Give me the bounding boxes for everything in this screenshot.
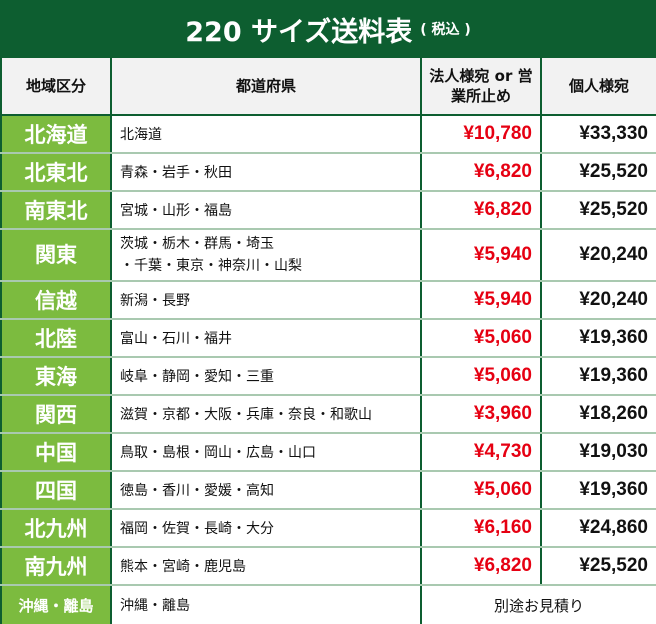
- table-row: 四国 徳島・香川・愛媛・高知 ¥5,060 ¥19,360: [0, 471, 656, 510]
- prefectures-text: 富山・石川・福井: [120, 331, 232, 347]
- region-cell: 四国: [0, 471, 112, 510]
- region-cell: 北海道: [0, 115, 112, 154]
- region-cell: 北九州: [0, 509, 112, 548]
- corporate-price: ¥6,820: [420, 547, 542, 586]
- region-cell: 東海: [0, 357, 112, 396]
- table-row: 中国 鳥取・島根・岡山・広島・山口 ¥4,730 ¥19,030: [0, 433, 656, 472]
- corporate-price: ¥3,960: [420, 395, 542, 434]
- prefectures-cell: 滋賀・京都・大阪・兵庫・奈良・和歌山: [110, 395, 422, 434]
- table-row: 関東 茨城・栃木・群馬・埼玉・千葉・東京・神奈川・山梨 ¥5,940 ¥20,2…: [0, 229, 656, 282]
- table-row: 北陸 富山・石川・福井 ¥5,060 ¥19,360: [0, 319, 656, 358]
- personal-price: ¥19,360: [540, 357, 656, 396]
- region-cell: 信越: [0, 281, 112, 320]
- region-cell: 沖縄・離島: [0, 585, 112, 624]
- title-tax-note: ( 税込 ): [420, 22, 471, 38]
- prefectures-cell: 富山・石川・福井: [110, 319, 422, 358]
- corporate-price: ¥5,060: [420, 357, 542, 396]
- prefectures-text: 北海道: [120, 127, 162, 143]
- table-row: 南東北 宮城・山形・福島 ¥6,820 ¥25,520: [0, 191, 656, 230]
- prefectures-text-2: ・千葉・東京・神奈川・山梨: [120, 258, 302, 274]
- table-row: 信越 新潟・長野 ¥5,940 ¥20,240: [0, 281, 656, 320]
- prefectures-text: 徳島・香川・愛媛・高知: [120, 483, 274, 499]
- table-row: 東海 岐阜・静岡・愛知・三重 ¥5,060 ¥19,360: [0, 357, 656, 396]
- region-cell: 北陸: [0, 319, 112, 358]
- personal-price: ¥24,860: [540, 509, 656, 548]
- corporate-price: ¥5,940: [420, 229, 542, 282]
- personal-price: ¥25,520: [540, 153, 656, 192]
- personal-price: ¥19,360: [540, 319, 656, 358]
- personal-price: ¥25,520: [540, 191, 656, 230]
- prefectures-text: 新潟・長野: [120, 293, 190, 309]
- prefectures-cell: 徳島・香川・愛媛・高知: [110, 471, 422, 510]
- prefectures-cell: 宮城・山形・福島: [110, 191, 422, 230]
- quote-note: 別途お見積り: [420, 585, 656, 624]
- table-row: 南九州 熊本・宮崎・鹿児島 ¥6,820 ¥25,520: [0, 547, 656, 586]
- prefectures-text: 鳥取・島根・岡山・広島・山口: [120, 445, 316, 461]
- prefectures-cell: 鳥取・島根・岡山・広島・山口: [110, 433, 422, 472]
- corporate-price: ¥6,820: [420, 191, 542, 230]
- region-cell: 南東北: [0, 191, 112, 230]
- prefectures-text: 青森・岩手・秋田: [120, 165, 232, 181]
- prefectures-text: 福岡・佐賀・長崎・大分: [120, 521, 274, 537]
- header-prefectures: 都道府県: [110, 58, 422, 116]
- prefectures-cell: 岐阜・静岡・愛知・三重: [110, 357, 422, 396]
- region-cell: 北東北: [0, 153, 112, 192]
- table-row: 北東北 青森・岩手・秋田 ¥6,820 ¥25,520: [0, 153, 656, 192]
- prefectures-cell: 熊本・宮崎・鹿児島: [110, 547, 422, 586]
- prefectures-text: 岐阜・静岡・愛知・三重: [120, 369, 274, 385]
- personal-price: ¥33,330: [540, 115, 656, 154]
- prefectures-text: 茨城・栃木・群馬・埼玉: [120, 236, 274, 252]
- prefectures-text: 熊本・宮崎・鹿児島: [120, 559, 246, 575]
- shipping-rate-table: 地域区分 都道府県 法人様宛 or 営業所止め 個人様宛 北海道 北海道 ¥10…: [0, 58, 656, 624]
- corporate-price: ¥4,730: [420, 433, 542, 472]
- table-title: 220 サイズ送料表 ( 税込 ): [0, 0, 656, 58]
- table-row-okinawa: 沖縄・離島 沖縄・離島 別途お見積り: [0, 585, 656, 624]
- region-cell: 南九州: [0, 547, 112, 586]
- prefectures-cell: 新潟・長野: [110, 281, 422, 320]
- personal-price: ¥20,240: [540, 281, 656, 320]
- title-main: 220 サイズ送料表: [185, 16, 413, 48]
- header-personal: 個人様宛: [540, 58, 656, 116]
- region-cell: 関西: [0, 395, 112, 434]
- personal-price: ¥25,520: [540, 547, 656, 586]
- corporate-price: ¥5,060: [420, 319, 542, 358]
- corporate-price: ¥5,060: [420, 471, 542, 510]
- header-corporate: 法人様宛 or 営業所止め: [420, 58, 542, 116]
- corporate-price: ¥5,940: [420, 281, 542, 320]
- header-row: 地域区分 都道府県 法人様宛 or 営業所止め 個人様宛: [0, 58, 656, 116]
- personal-price: ¥19,030: [540, 433, 656, 472]
- region-cell: 関東: [0, 229, 112, 282]
- personal-price: ¥19,360: [540, 471, 656, 510]
- corporate-price: ¥6,820: [420, 153, 542, 192]
- table-row: 北海道 北海道 ¥10,780 ¥33,330: [0, 115, 656, 154]
- prefectures-cell: 青森・岩手・秋田: [110, 153, 422, 192]
- header-region: 地域区分: [0, 58, 112, 116]
- prefectures-text: 滋賀・京都・大阪・兵庫・奈良・和歌山: [120, 407, 372, 423]
- prefectures-cell: 沖縄・離島: [110, 585, 422, 624]
- region-cell: 中国: [0, 433, 112, 472]
- prefectures-cell: 北海道: [110, 115, 422, 154]
- table-row: 北九州 福岡・佐賀・長崎・大分 ¥6,160 ¥24,860: [0, 509, 656, 548]
- personal-price: ¥18,260: [540, 395, 656, 434]
- personal-price: ¥20,240: [540, 229, 656, 282]
- prefectures-cell: 茨城・栃木・群馬・埼玉・千葉・東京・神奈川・山梨: [110, 229, 422, 282]
- prefectures-text: 宮城・山形・福島: [120, 203, 232, 219]
- corporate-price: ¥6,160: [420, 509, 542, 548]
- prefectures-cell: 福岡・佐賀・長崎・大分: [110, 509, 422, 548]
- table-row: 関西 滋賀・京都・大阪・兵庫・奈良・和歌山 ¥3,960 ¥18,260: [0, 395, 656, 434]
- corporate-price: ¥10,780: [420, 115, 542, 154]
